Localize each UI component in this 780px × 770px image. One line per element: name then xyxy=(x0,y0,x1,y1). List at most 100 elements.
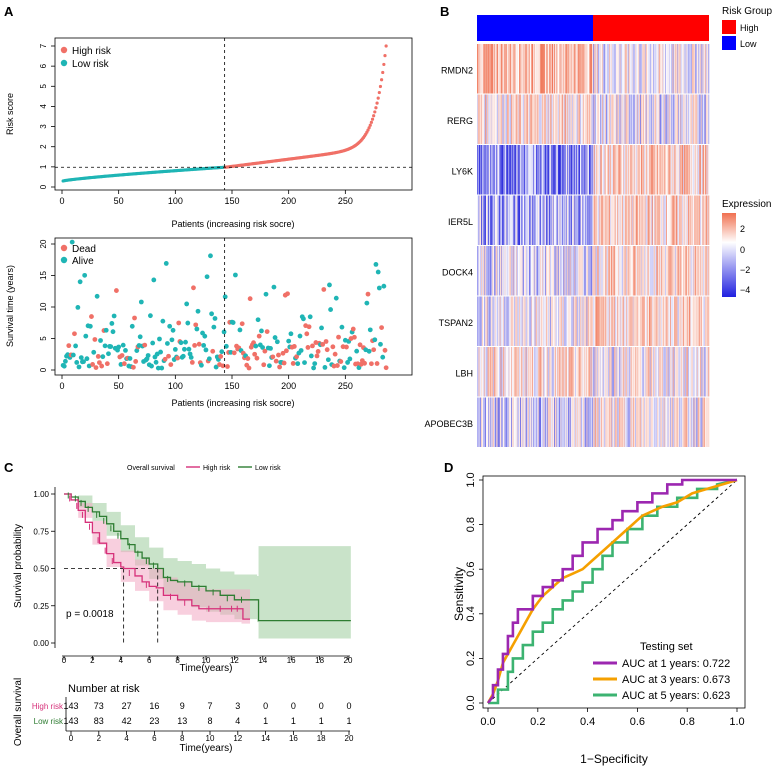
heatmap-cell xyxy=(504,246,506,296)
heatmap-cell xyxy=(644,145,647,195)
risk-group-low-label: Low xyxy=(740,39,757,49)
heatmap-cell xyxy=(556,296,558,346)
heatmap-cell xyxy=(617,145,619,195)
heatmap-cell xyxy=(661,44,663,94)
heatmap-cell xyxy=(673,195,675,245)
heatmap-cell xyxy=(686,296,688,346)
heatmap-cell xyxy=(704,44,707,94)
heatmap-cell xyxy=(649,347,651,397)
heatmap-cell xyxy=(494,347,496,397)
heatmap-cell xyxy=(541,397,543,447)
heatmap-cell xyxy=(657,145,660,195)
heatmap-cell xyxy=(494,296,496,346)
heatmap-cell xyxy=(499,44,501,94)
km-ytick-label: 0.50 xyxy=(33,565,49,574)
heatmap-cell xyxy=(528,145,530,195)
heatmap-cell xyxy=(689,296,691,346)
heatmap-cell xyxy=(530,246,532,296)
heatmap-cell xyxy=(675,195,677,245)
heatmap-cell xyxy=(542,94,544,144)
heatmap-cell xyxy=(677,296,679,346)
heatmap-cell xyxy=(653,94,655,144)
heatmap-cell xyxy=(663,44,665,94)
heatmap-cell xyxy=(609,246,611,296)
heatmap-cell xyxy=(685,195,687,245)
heatmap-cell xyxy=(658,397,660,447)
heatmap-cell xyxy=(585,397,587,447)
heatmap-cell xyxy=(586,296,588,346)
risk-table-xtick-label: 16 xyxy=(289,734,298,743)
heatmap-cell xyxy=(572,145,574,195)
risk-score-ytick-label: 6 xyxy=(39,63,48,68)
heatmap-cell xyxy=(486,44,488,94)
heatmap-cell xyxy=(605,94,608,144)
heatmap-cell xyxy=(553,44,555,94)
heatmap-cell xyxy=(610,94,612,144)
heatmap-cell xyxy=(596,195,598,245)
heatmap-cell xyxy=(701,94,703,144)
heatmap-cell xyxy=(571,44,574,94)
heatmap-cell xyxy=(484,94,486,144)
heatmap-cell xyxy=(533,397,535,447)
heatmap-cell xyxy=(699,44,701,94)
risk-table-cell: 0 xyxy=(291,701,296,711)
heatmap-cell xyxy=(539,347,541,397)
heatmap-cell xyxy=(507,296,509,346)
heatmap-cell xyxy=(521,296,523,346)
heatmap-cell xyxy=(601,44,604,94)
heatmap-cell xyxy=(681,145,683,195)
heatmap-cell xyxy=(547,44,549,94)
alive-point xyxy=(178,340,184,346)
heatmap-cell xyxy=(562,296,564,346)
heatmap-cell xyxy=(682,296,684,346)
heatmap-cell xyxy=(580,195,582,245)
heatmap-cell xyxy=(479,94,481,144)
heatmap-cell xyxy=(635,145,637,195)
heatmap-cell xyxy=(644,347,646,397)
heatmap-cell xyxy=(570,246,572,296)
heatmap-cell xyxy=(507,246,509,296)
heatmap-cell xyxy=(591,246,593,296)
roc-frame xyxy=(482,475,746,709)
heatmap-cell xyxy=(546,397,548,447)
heatmap-cell xyxy=(489,195,492,245)
heatmap-cell xyxy=(594,246,596,296)
heatmap-cell xyxy=(504,44,506,94)
heatmap-cell xyxy=(519,195,522,245)
heatmap-cell xyxy=(692,44,694,94)
heatmap-cell xyxy=(641,44,643,94)
heatmap-cell xyxy=(581,296,583,346)
km-low-risk-curve xyxy=(64,493,351,622)
km-median-lines xyxy=(64,568,159,643)
heatmap-cell xyxy=(615,347,617,397)
heatmap-cell xyxy=(659,145,661,195)
heatmap-cell xyxy=(566,397,568,447)
heatmap-cell xyxy=(504,195,506,245)
heatmap-cell xyxy=(507,195,509,245)
heatmap-cell xyxy=(670,397,672,447)
heatmap-cell xyxy=(497,145,499,195)
heatmap-cell xyxy=(545,44,548,94)
heatmap-cell xyxy=(568,94,570,144)
heatmap-cell xyxy=(563,246,565,296)
heatmap-cell xyxy=(682,195,684,245)
roc-xtick-label: 0.4 xyxy=(580,716,595,728)
heatmap-cell xyxy=(660,246,662,296)
heatmap-cell xyxy=(697,94,699,144)
heatmap-cell xyxy=(680,44,682,94)
heatmap-cell xyxy=(526,195,528,245)
heatmap-cell xyxy=(641,195,643,245)
heatmap-cell xyxy=(639,94,641,144)
heatmap-cell xyxy=(481,44,483,94)
heatmap-cell xyxy=(633,397,635,447)
alive-point xyxy=(77,279,83,285)
heatmap-cell xyxy=(496,195,498,245)
alive-point xyxy=(319,325,324,331)
alive-point xyxy=(123,347,128,353)
heatmap-cell xyxy=(534,145,536,195)
heatmap-cell xyxy=(618,94,621,144)
heatmap-cell xyxy=(525,94,527,144)
dead-point xyxy=(225,364,230,369)
heatmap-cell xyxy=(592,44,594,94)
